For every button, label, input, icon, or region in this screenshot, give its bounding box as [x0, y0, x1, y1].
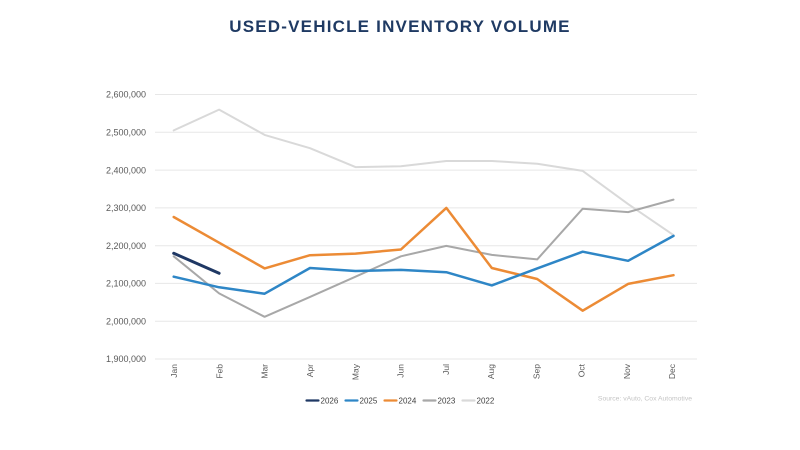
svg-text:2,100,000: 2,100,000 [106, 279, 146, 289]
svg-text:2,400,000: 2,400,000 [106, 165, 146, 175]
svg-text:2022: 2022 [477, 397, 495, 406]
svg-text:2,300,000: 2,300,000 [106, 203, 146, 213]
svg-text:Dec: Dec [667, 363, 677, 379]
svg-text:2025: 2025 [360, 397, 378, 406]
svg-text:Aug: Aug [486, 364, 496, 379]
svg-text:May: May [350, 363, 360, 380]
svg-text:2,600,000: 2,600,000 [106, 90, 146, 100]
svg-text:Mar: Mar [260, 364, 270, 379]
svg-text:Jan: Jan [169, 364, 179, 378]
svg-text:Sep: Sep [531, 364, 541, 379]
svg-text:2026: 2026 [321, 396, 339, 405]
svg-text:Source: vAuto, Cox Automotive: Source: vAuto, Cox Automotive [598, 396, 692, 403]
svg-text:2024: 2024 [399, 397, 417, 406]
svg-text:Feb: Feb [215, 364, 225, 379]
svg-text:2023: 2023 [438, 397, 456, 406]
svg-text:2,000,000: 2,000,000 [106, 316, 146, 326]
svg-text:Jul: Jul [441, 364, 451, 375]
svg-text:Nov: Nov [622, 363, 632, 379]
svg-text:Jun: Jun [396, 364, 406, 378]
svg-text:2,500,000: 2,500,000 [106, 128, 146, 138]
svg-text:2,200,000: 2,200,000 [106, 241, 146, 251]
svg-text:1,900,000: 1,900,000 [106, 354, 146, 364]
svg-text:Apr: Apr [305, 364, 315, 377]
svg-text:Oct: Oct [577, 363, 587, 377]
